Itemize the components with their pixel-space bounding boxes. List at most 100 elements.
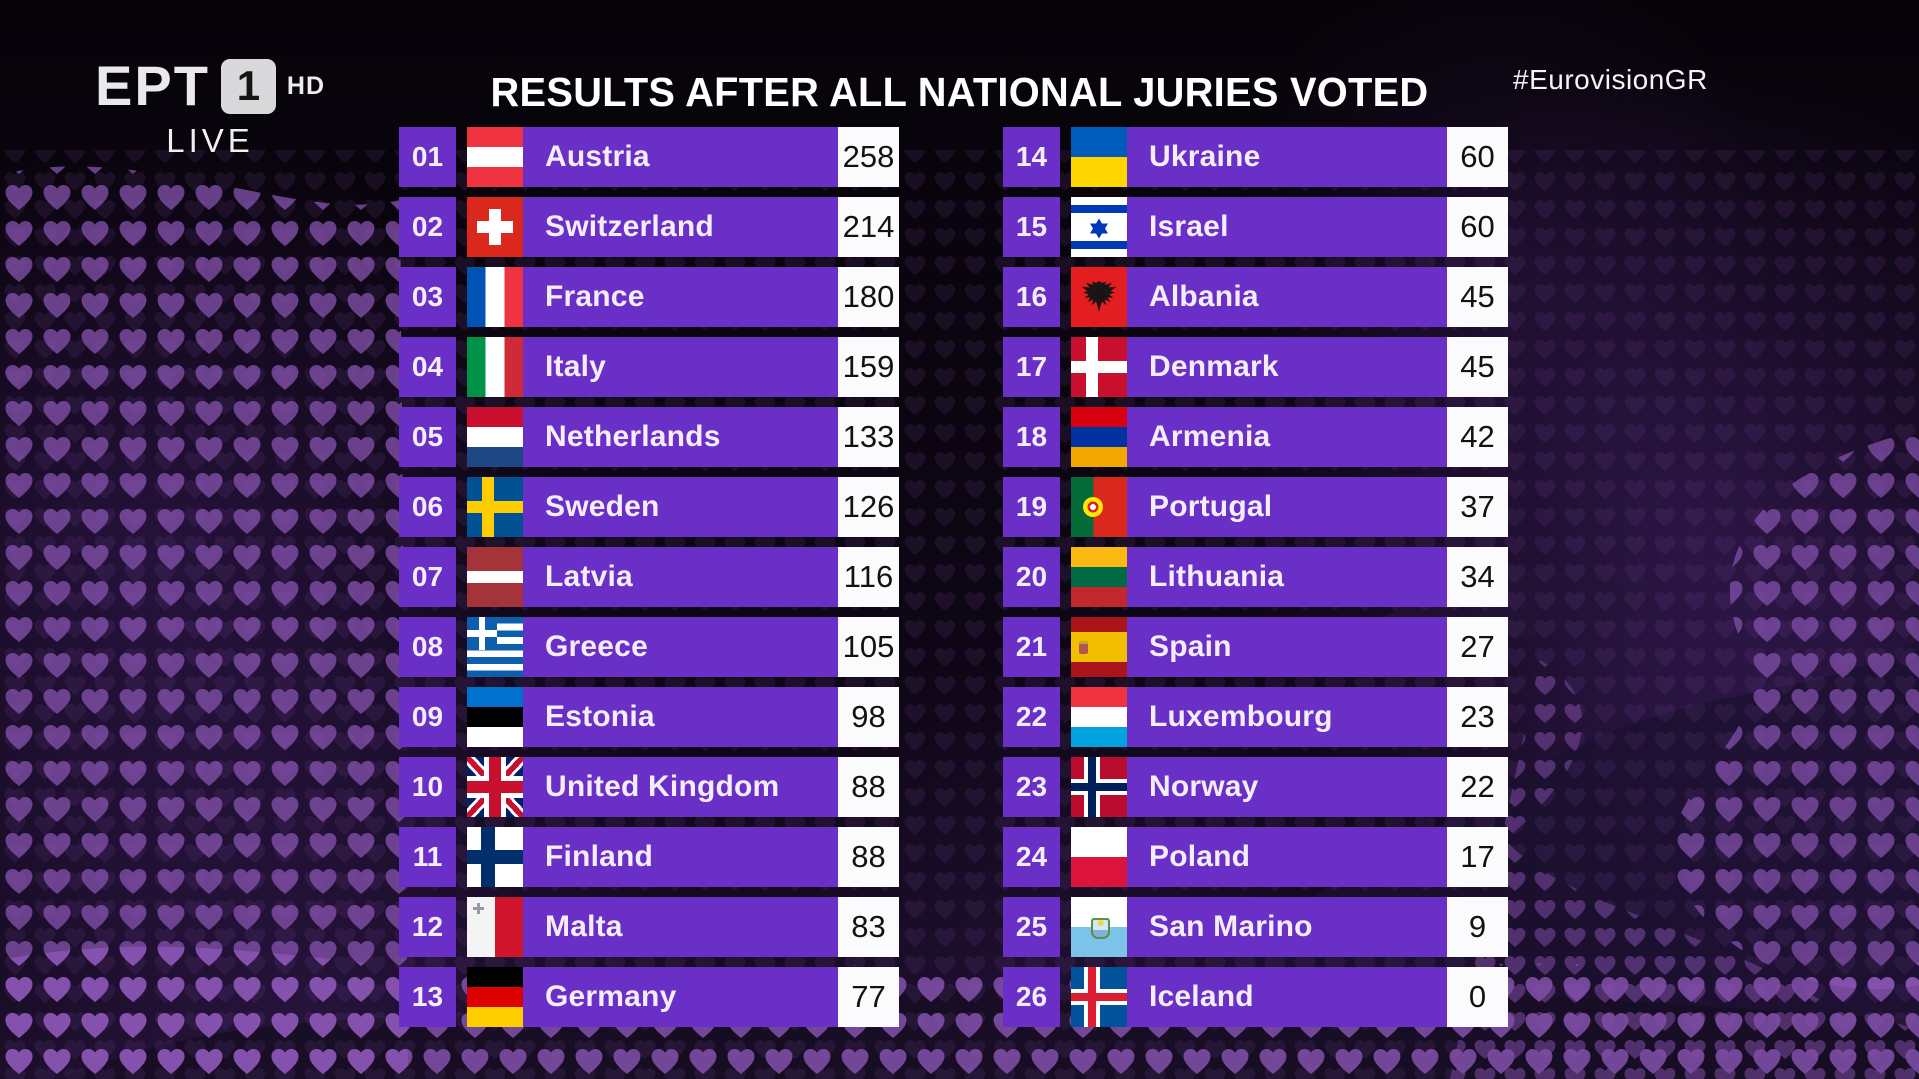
country-name: Greece: [545, 630, 648, 663]
scoreboard-row: 19 Portugal 37: [1003, 477, 1508, 537]
points-box: 27: [1447, 617, 1508, 677]
points-value: 159: [842, 349, 895, 384]
rank-badge: 07: [399, 547, 456, 607]
rank-number: 11: [412, 841, 443, 872]
rank-badge: 16: [1003, 267, 1060, 327]
rank-badge: 11: [399, 827, 456, 887]
scoreboard-row: 11 Finland 88: [399, 827, 899, 887]
rank-badge: 13: [399, 967, 456, 1027]
channel-number-badge: 1: [220, 58, 276, 114]
points-value: 133: [842, 419, 895, 454]
scoreboard-row: 06 Sweden 126: [399, 477, 899, 537]
scoreboard-row: 02 Switzerland 214: [399, 197, 899, 257]
country-name: Portugal: [1149, 490, 1273, 523]
points-box: 126: [838, 477, 899, 537]
country-bar: Italy: [523, 337, 838, 397]
points-box: 214: [838, 197, 899, 257]
points-box: 45: [1447, 337, 1508, 397]
flag-emblem: [1083, 497, 1103, 517]
country-bar: Austria: [523, 127, 838, 187]
points-box: 42: [1447, 407, 1508, 467]
rank-number: 26: [1015, 981, 1048, 1012]
rank-badge: 12: [399, 897, 456, 957]
scoreboard-row: 07 Latvia 116: [399, 547, 899, 607]
flag-emblem: [467, 617, 497, 650]
points-value: 126: [842, 489, 895, 524]
country-bar: Poland: [1127, 827, 1447, 887]
flag-poland-icon: [1071, 827, 1127, 887]
flag-emblem: [473, 903, 484, 914]
points-value: 98: [851, 699, 886, 734]
country-bar: Spain: [1127, 617, 1447, 677]
points-box: 88: [838, 757, 899, 817]
points-value: 88: [851, 769, 886, 804]
rank-number: 02: [411, 211, 444, 242]
rank-number: 23: [1015, 771, 1048, 802]
rank-badge: 23: [1003, 757, 1060, 817]
country-bar: Malta: [523, 897, 838, 957]
points-box: 34: [1447, 547, 1508, 607]
points-box: 45: [1447, 267, 1508, 327]
points-value: 83: [851, 909, 886, 944]
scoreboard-row: 03 France 180: [399, 267, 899, 327]
country-name: Finland: [545, 840, 654, 873]
flag-greece-icon: [467, 617, 523, 677]
scoreboard-row: 12 Malta 83: [399, 897, 899, 957]
rank-number: 05: [411, 421, 444, 452]
points-box: 258: [838, 127, 899, 187]
points-value: 45: [1460, 349, 1495, 384]
rank-number: 14: [1015, 141, 1048, 172]
country-name: Albania: [1149, 280, 1259, 313]
country-name: Ukraine: [1149, 140, 1261, 173]
country-bar: Portugal: [1127, 477, 1447, 537]
country-name: Poland: [1149, 840, 1251, 873]
flag-emblem: [1081, 281, 1117, 312]
points-box: 22: [1447, 757, 1508, 817]
points-box: 60: [1447, 127, 1508, 187]
rank-number: 03: [411, 281, 444, 312]
points-value: 22: [1460, 769, 1495, 804]
rank-number: 22: [1015, 701, 1048, 732]
points-value: 37: [1460, 489, 1495, 524]
points-value: 17: [1460, 839, 1495, 874]
points-box: 98: [838, 687, 899, 747]
live-badge: LIVE: [166, 122, 254, 159]
scoreboard-row: 15 Israel 60: [1003, 197, 1508, 257]
points-box: 17: [1447, 827, 1508, 887]
rank-number: 17: [1015, 351, 1048, 382]
country-name: Sweden: [545, 490, 660, 523]
scoreboard-column-right: 14 Ukraine 60 15 Israel 60 16 A: [1003, 127, 1508, 1037]
points-value: 45: [1460, 279, 1495, 314]
flag-iceland-icon: [1071, 967, 1127, 1027]
country-bar: Iceland: [1127, 967, 1447, 1027]
points-value: 9: [1468, 909, 1487, 944]
flag-israel-icon: [1071, 197, 1127, 257]
rank-badge: 01: [399, 127, 456, 187]
flag-emblem: [1091, 918, 1110, 939]
flag-switzerland-icon: [467, 197, 523, 257]
points-box: 105: [838, 617, 899, 677]
points-value: 105: [842, 629, 895, 664]
rank-number: 04: [411, 351, 444, 382]
flag-luxembourg-icon: [1071, 687, 1127, 747]
broadcaster-logo-text: EPT: [95, 54, 210, 117]
rank-badge: 20: [1003, 547, 1060, 607]
rank-badge: 08: [399, 617, 456, 677]
flag-italy-icon: [467, 337, 523, 397]
points-box: 37: [1447, 477, 1508, 537]
points-box: 0: [1447, 967, 1508, 1027]
points-value: 60: [1460, 139, 1495, 174]
points-value: 214: [842, 209, 895, 244]
country-name: France: [545, 280, 645, 313]
country-name: Germany: [545, 980, 677, 1013]
country-bar: Greece: [523, 617, 838, 677]
rank-badge: 26: [1003, 967, 1060, 1027]
rank-badge: 03: [399, 267, 456, 327]
scoreboard-row: 20 Lithuania 34: [1003, 547, 1508, 607]
country-bar: Ukraine: [1127, 127, 1447, 187]
country-name: Latvia: [545, 560, 633, 593]
scoreboard-row: 25 San Marino 9: [1003, 897, 1508, 957]
rank-badge: 09: [399, 687, 456, 747]
country-name: Lithuania: [1149, 560, 1285, 593]
